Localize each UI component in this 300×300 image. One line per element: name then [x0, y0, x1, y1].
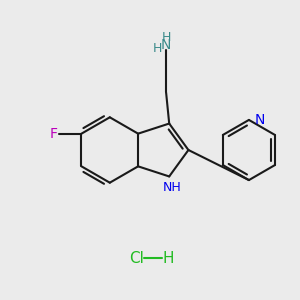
Text: F: F: [50, 127, 58, 141]
Text: N: N: [161, 38, 171, 52]
Text: H: H: [162, 251, 174, 266]
Text: N: N: [255, 113, 265, 127]
Text: H: H: [161, 31, 171, 44]
Text: Cl: Cl: [129, 251, 144, 266]
Text: NH: NH: [163, 181, 182, 194]
Text: H: H: [152, 42, 162, 55]
